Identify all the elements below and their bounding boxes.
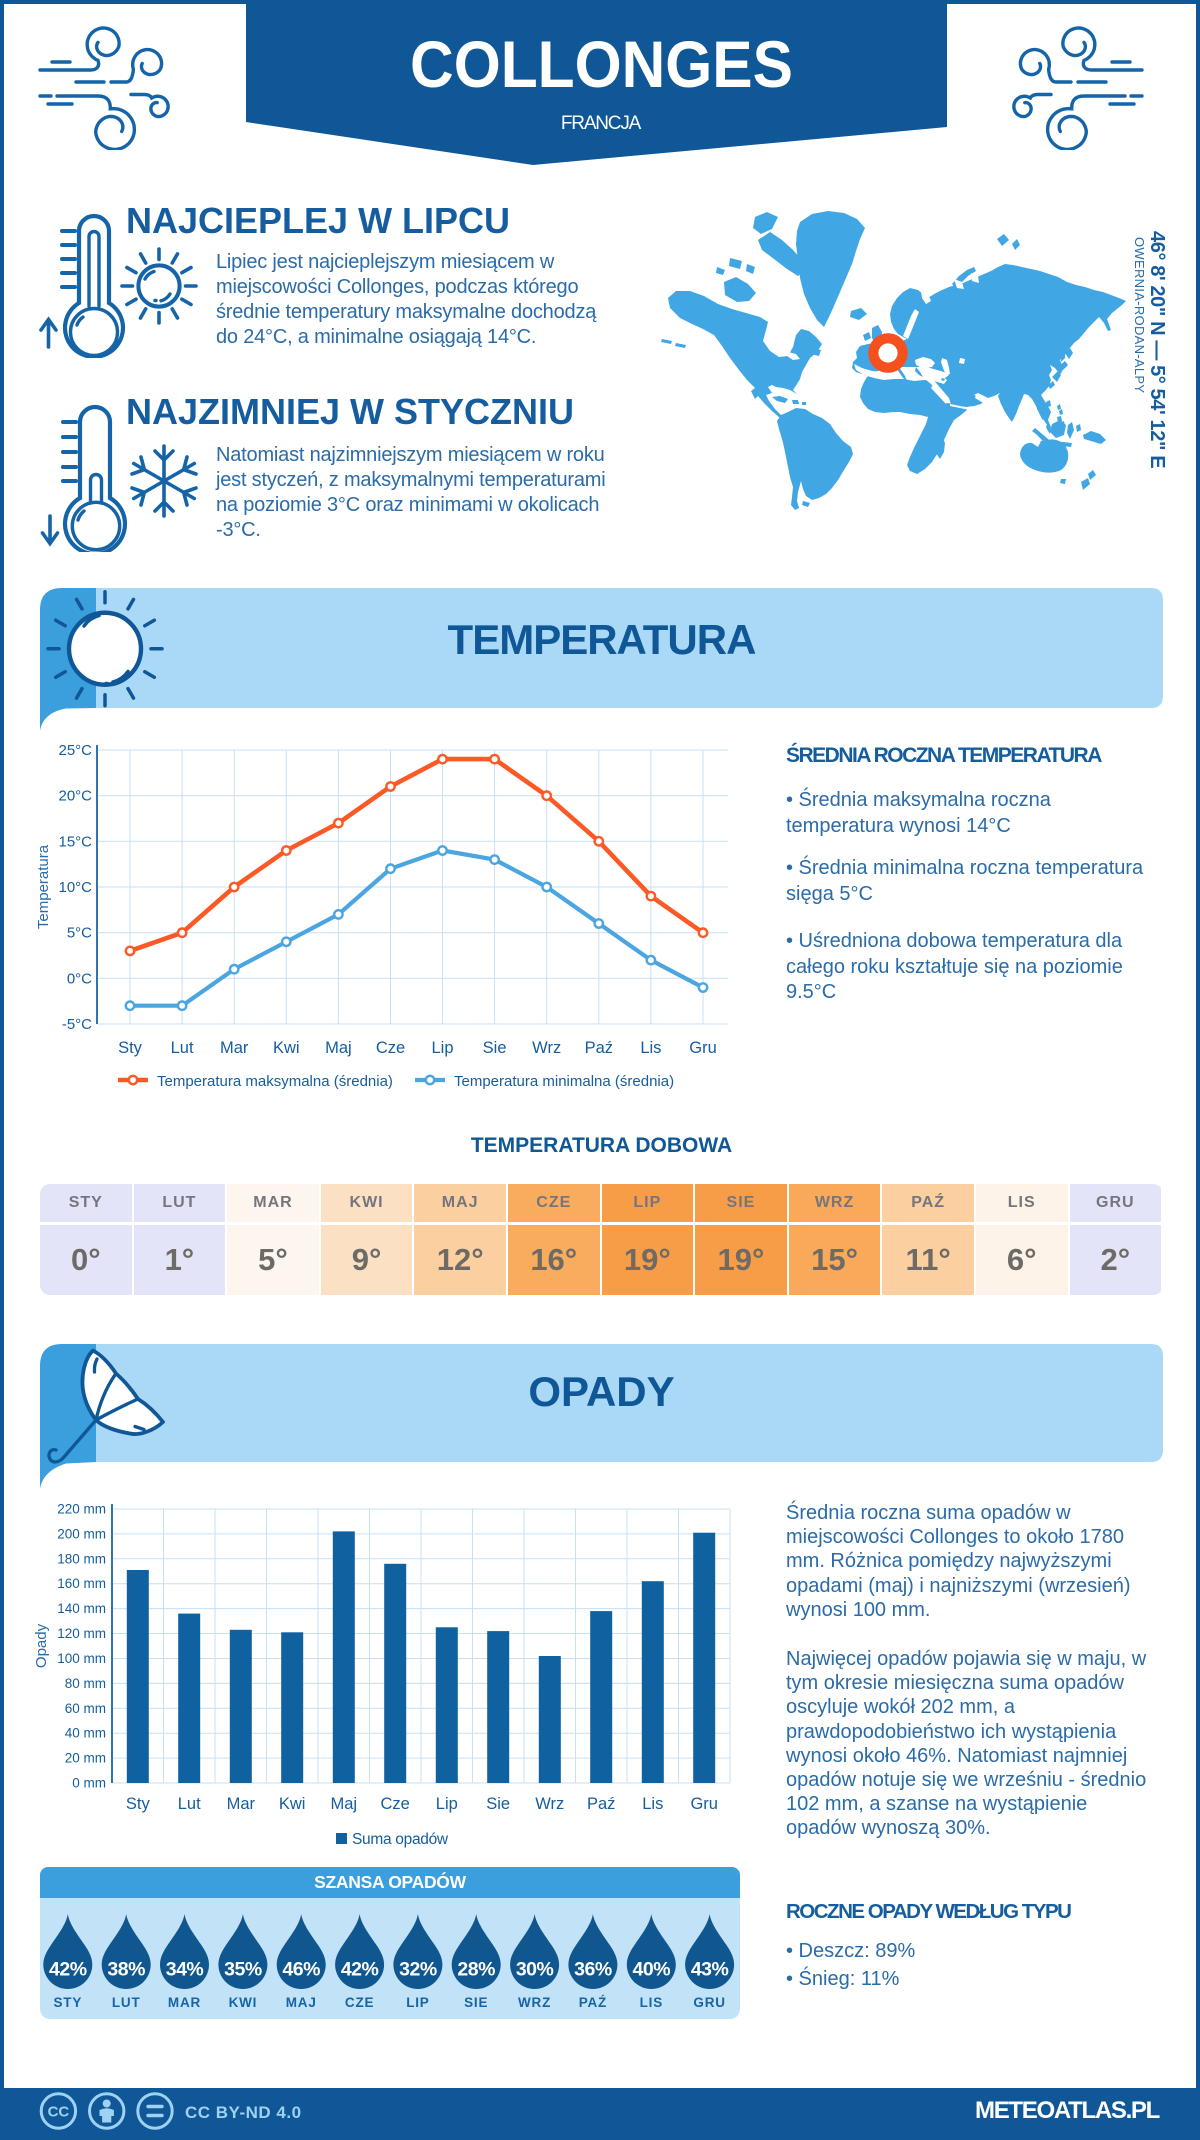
svg-text:PAŹ: PAŹ <box>579 1995 607 2010</box>
svg-text:Cze: Cze <box>376 1039 405 1057</box>
svg-text:KWI: KWI <box>229 1995 258 2010</box>
svg-text:30%: 30% <box>516 1959 554 1981</box>
svg-text:35%: 35% <box>224 1959 262 1981</box>
svg-text:25°C: 25°C <box>58 742 92 759</box>
svg-text:43%: 43% <box>691 1959 729 1981</box>
svg-text:46%: 46% <box>282 1959 320 1981</box>
svg-text:36%: 36% <box>574 1959 612 1981</box>
svg-text:Wrz: Wrz <box>532 1039 561 1057</box>
svg-text:Lis: Lis <box>642 1795 663 1813</box>
svg-text:Lip: Lip <box>436 1795 458 1813</box>
svg-text:Kwi: Kwi <box>273 1039 300 1057</box>
svg-text:20 mm: 20 mm <box>65 1751 106 1766</box>
svg-text:Temperatura: Temperatura <box>35 844 52 929</box>
svg-text:Paź: Paź <box>587 1795 615 1813</box>
svg-text:Opady: Opady <box>33 1623 50 1668</box>
svg-text:20°C: 20°C <box>58 788 92 805</box>
svg-text:LIP: LIP <box>406 1995 429 2010</box>
svg-text:38%: 38% <box>107 1959 145 1981</box>
svg-text:100 mm: 100 mm <box>57 1651 106 1666</box>
svg-text:Temperatura minimalna (średnia: Temperatura minimalna (średnia) <box>454 1073 674 1090</box>
svg-text:10°C: 10°C <box>58 879 92 896</box>
svg-text:LUT: LUT <box>112 1995 141 2010</box>
svg-text:180 mm: 180 mm <box>57 1551 106 1566</box>
svg-text:Suma opadów: Suma opadów <box>352 1831 449 1848</box>
svg-text:MAR: MAR <box>168 1995 201 2010</box>
svg-text:Wrz: Wrz <box>535 1795 564 1813</box>
svg-text:Maj: Maj <box>331 1795 358 1813</box>
svg-text:Gru: Gru <box>690 1795 718 1813</box>
svg-text:Lip: Lip <box>431 1039 453 1057</box>
svg-text:Paź: Paź <box>585 1039 613 1057</box>
svg-text:Cze: Cze <box>381 1795 410 1813</box>
svg-text:Lis: Lis <box>640 1039 661 1057</box>
svg-text:LIS: LIS <box>640 1995 663 2010</box>
svg-text:Kwi: Kwi <box>279 1795 306 1813</box>
svg-text:Sty: Sty <box>118 1039 143 1057</box>
svg-text:32%: 32% <box>399 1959 437 1981</box>
svg-text:CZE: CZE <box>345 1995 374 2010</box>
svg-text:Temperatura maksymalna (średni: Temperatura maksymalna (średnia) <box>157 1073 393 1090</box>
svg-text:200 mm: 200 mm <box>57 1526 106 1541</box>
svg-text:Sty: Sty <box>126 1795 151 1813</box>
svg-text:CC: CC <box>48 2104 70 2121</box>
svg-text:28%: 28% <box>457 1959 495 1981</box>
svg-text:MAJ: MAJ <box>286 1995 317 2010</box>
svg-text:Mar: Mar <box>220 1039 249 1057</box>
svg-text:SIE: SIE <box>464 1995 488 2010</box>
svg-text:42%: 42% <box>341 1959 379 1981</box>
svg-text:Maj: Maj <box>325 1039 352 1057</box>
svg-text:5°C: 5°C <box>67 925 92 942</box>
svg-text:Lut: Lut <box>178 1795 201 1813</box>
svg-text:120 mm: 120 mm <box>57 1626 106 1641</box>
svg-text:140 mm: 140 mm <box>57 1601 106 1616</box>
svg-text:0 mm: 0 mm <box>72 1776 106 1791</box>
svg-text:STY: STY <box>53 1995 82 2010</box>
svg-text:80 mm: 80 mm <box>65 1676 106 1691</box>
svg-text:-5°C: -5°C <box>62 1016 92 1033</box>
svg-text:34%: 34% <box>166 1959 204 1981</box>
svg-text:0°C: 0°C <box>67 970 92 987</box>
svg-text:Sie: Sie <box>483 1039 507 1057</box>
svg-text:40%: 40% <box>633 1959 671 1981</box>
svg-text:60 mm: 60 mm <box>65 1701 106 1716</box>
svg-text:220 mm: 220 mm <box>57 1502 106 1517</box>
svg-text:WRZ: WRZ <box>518 1995 551 2010</box>
svg-text:Lut: Lut <box>171 1039 194 1057</box>
svg-text:160 mm: 160 mm <box>57 1576 106 1591</box>
svg-text:Gru: Gru <box>689 1039 717 1057</box>
svg-text:Mar: Mar <box>227 1795 256 1813</box>
svg-text:Sie: Sie <box>486 1795 510 1813</box>
svg-text:15°C: 15°C <box>58 833 92 850</box>
svg-text:42%: 42% <box>49 1959 87 1981</box>
svg-text:40 mm: 40 mm <box>65 1726 106 1741</box>
svg-text:GRU: GRU <box>693 1995 725 2010</box>
